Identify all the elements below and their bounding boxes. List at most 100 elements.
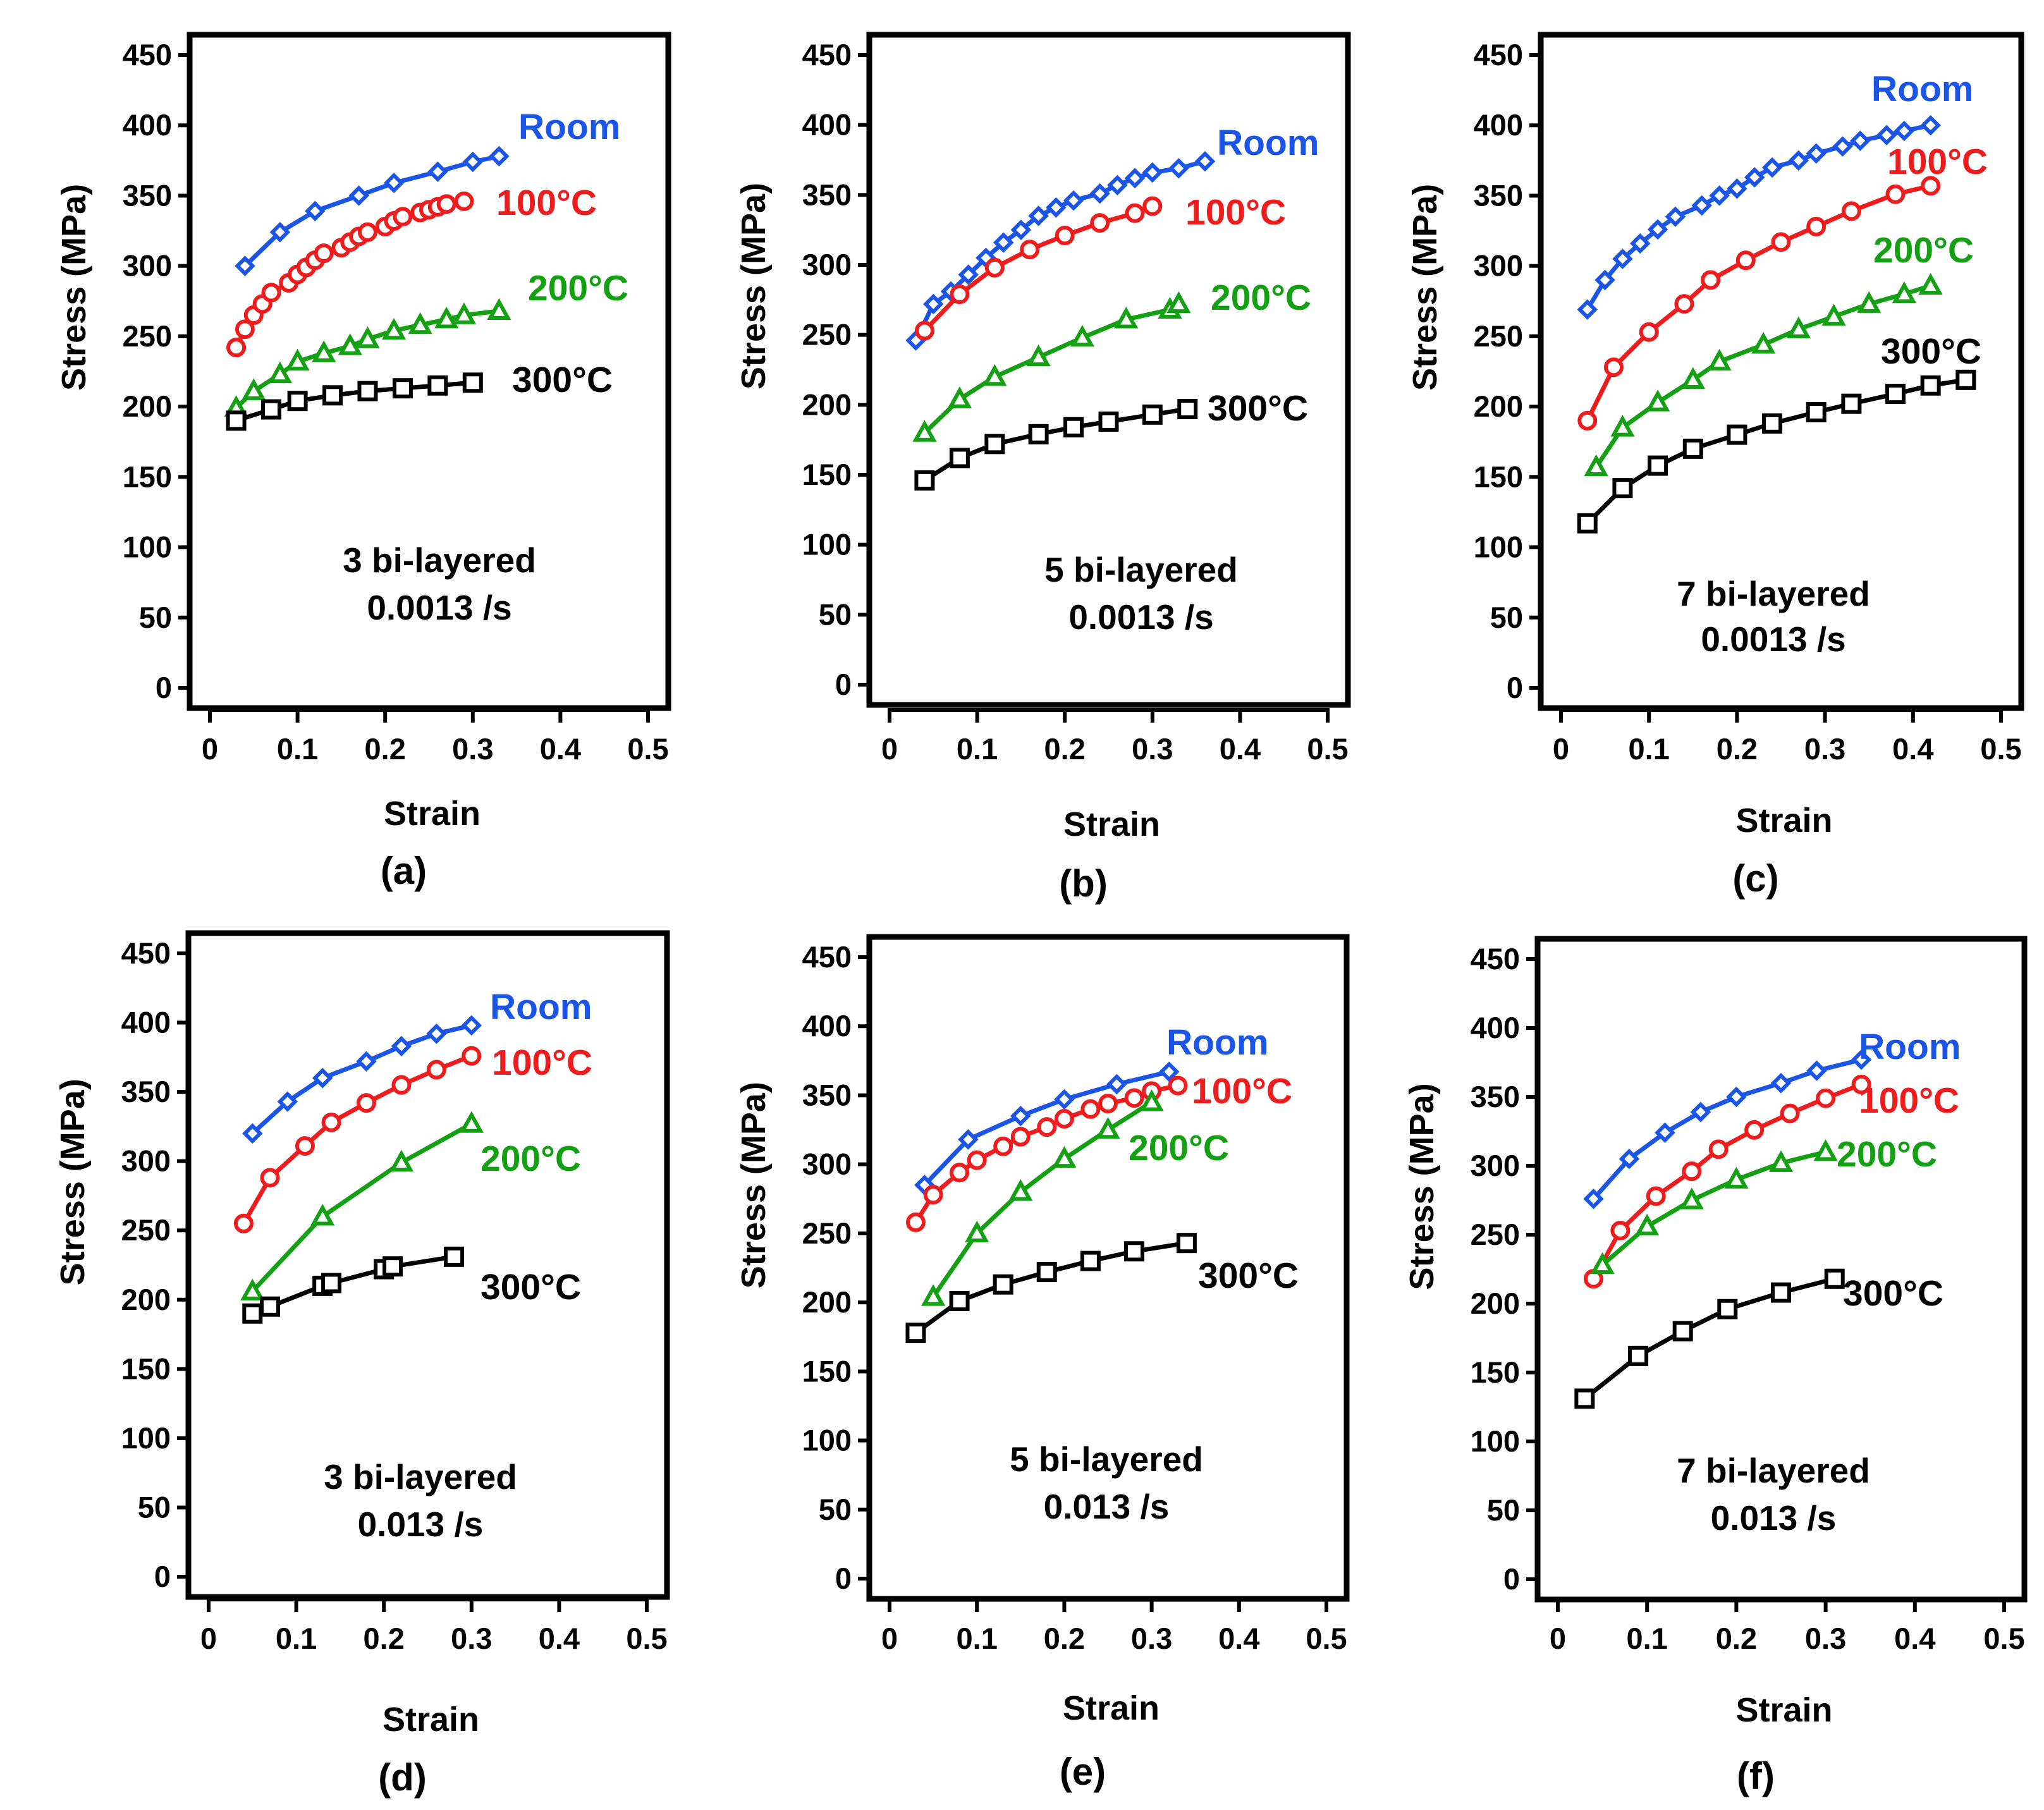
series-line: [252, 1254, 455, 1316]
panel-label: (c): [1732, 857, 1778, 900]
chart-panel: 0 50 100 150 200 250 300 350 400 450 0 0.1 0.2 0.3 0.4…: [735, 32, 1351, 905]
data-point: [1726, 1086, 1747, 1108]
panel-annotation: 0.013 /s: [358, 1505, 484, 1544]
series-label: Room: [1859, 1027, 1961, 1067]
data-point: [950, 1163, 970, 1183]
data-point: [1751, 332, 1776, 354]
data-point: [1857, 291, 1882, 313]
y-tick-label: 450: [802, 940, 852, 974]
x-axis-title: Strain: [384, 795, 480, 833]
x-tick-label: 0.2: [1716, 1622, 1757, 1655]
data-point: [462, 372, 483, 393]
data-point: [1612, 478, 1633, 499]
x-tick-label: 0.2: [365, 732, 406, 766]
x-tick-label: 0.4: [1220, 732, 1261, 766]
data-point: [914, 470, 935, 491]
data-point: [1806, 216, 1827, 236]
x-tick-label: 0.3: [452, 732, 493, 766]
series-label: 200°C: [1837, 1134, 1937, 1175]
y-tick-label: 400: [1474, 108, 1523, 142]
series-line: [242, 1053, 473, 1225]
series-c200: [1590, 1139, 1838, 1275]
data-point: [1635, 1213, 1660, 1236]
data-point: [1744, 167, 1765, 188]
y-tick-label: 150: [121, 1352, 171, 1385]
y-tick-label: 300: [1471, 1149, 1520, 1182]
panel-annotation: 0.013 /s: [1711, 1498, 1837, 1538]
data-point: [949, 1290, 970, 1311]
panel-label: (b): [1059, 862, 1108, 905]
data-point: [356, 1051, 377, 1072]
series-line: [914, 159, 1206, 342]
data-point: [312, 1067, 333, 1089]
data-point: [287, 391, 308, 412]
x-tick-label: 0: [881, 1622, 898, 1655]
y-tick-label: 350: [123, 178, 172, 212]
x-axis-title: Strain: [1063, 1689, 1160, 1727]
y-tick-label: 150: [1474, 460, 1523, 493]
y-tick-label: 50: [819, 1493, 852, 1526]
data-point: [226, 338, 247, 358]
data-point: [1816, 1088, 1836, 1108]
series-c200: [224, 298, 511, 417]
data-point: [261, 399, 282, 420]
data-point: [444, 1246, 465, 1267]
data-point: [1920, 375, 1941, 396]
series-c300: [226, 372, 483, 431]
data-point: [1918, 272, 1943, 295]
data-point: [984, 257, 1005, 278]
data-point: [1788, 150, 1809, 171]
series-room: [905, 150, 1216, 351]
data-point: [462, 1046, 482, 1066]
series-label: 200°C: [480, 1139, 581, 1179]
data-point: [427, 375, 448, 396]
data-point: [1028, 205, 1049, 226]
data-point: [1010, 219, 1032, 240]
series-c200: [912, 291, 1191, 442]
data-point: [1920, 114, 1941, 136]
data-point: [321, 1112, 341, 1132]
x-tick-label: 0.5: [627, 732, 668, 766]
data-point: [1594, 269, 1615, 291]
data-point: [1037, 1117, 1057, 1137]
series-label: 100°C: [496, 183, 597, 223]
chart-panel: 0 50 100 150 200 250 300 350 400 450 0 0.1 0.2 0.3 0.4…: [54, 930, 670, 1799]
series-line: [1591, 1057, 1862, 1201]
y-tick-label: 350: [802, 1078, 852, 1111]
y-tick-label: 100: [123, 530, 172, 564]
data-point: [1679, 1187, 1704, 1209]
x-axis-title: Strain: [1735, 802, 1832, 840]
y-tick-label: 450: [121, 936, 171, 970]
y-tick-label: 50: [138, 1490, 171, 1524]
y-tick-label: 350: [1471, 1080, 1520, 1113]
series-label: 100°C: [1192, 1071, 1292, 1111]
data-point: [1639, 322, 1659, 342]
data-point: [1098, 1094, 1118, 1114]
y-tick-label: 400: [1471, 1011, 1520, 1044]
panel-annotation: 5 bi-layered: [1010, 1440, 1203, 1479]
series-c100: [226, 191, 474, 358]
series-c300: [242, 1246, 465, 1324]
plot-frame: [866, 32, 1351, 708]
data-point: [1054, 1089, 1075, 1110]
y-tick-label: 0: [154, 1560, 171, 1593]
x-tick-label: 0.2: [1044, 1622, 1085, 1655]
data-point: [1682, 1161, 1702, 1182]
data-point: [391, 1075, 412, 1095]
data-point: [1628, 1345, 1649, 1366]
data-point: [1832, 136, 1853, 157]
data-point: [1610, 1220, 1631, 1240]
y-tick-label: 400: [123, 108, 172, 142]
x-axis-title: Strain: [1735, 1691, 1832, 1729]
data-point: [242, 1123, 263, 1144]
data-point: [923, 293, 944, 315]
y-tick-label: 100: [1474, 530, 1523, 564]
x-tick-label: 0.5: [1307, 732, 1348, 766]
data-point: [393, 207, 413, 227]
y-tick-label: 450: [802, 38, 852, 71]
series-label: 300°C: [1208, 388, 1308, 429]
series-label: 200°C: [1873, 230, 1974, 271]
y-tick-label: 150: [802, 458, 852, 491]
series-label: 100°C: [1859, 1080, 1959, 1121]
